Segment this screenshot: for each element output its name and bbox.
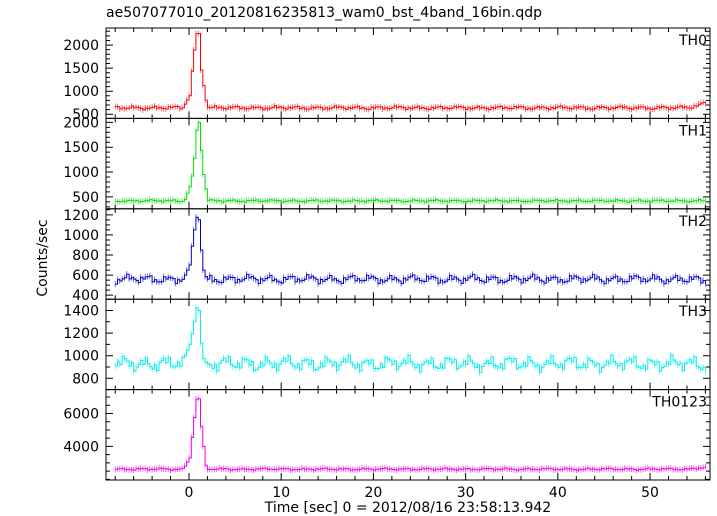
y-tick-label: 1000 <box>63 84 99 100</box>
y-tick-label: 4000 <box>63 439 99 455</box>
panel-label: TH1 <box>678 123 707 139</box>
x-tick-label: 20 <box>365 485 383 501</box>
x-tick-label: 40 <box>549 485 567 501</box>
tick-marks <box>106 389 710 480</box>
panel-label: TH3 <box>678 304 707 320</box>
panel-label: TH0 <box>678 33 707 49</box>
series-th0 <box>115 33 706 111</box>
y-tick-label: 800 <box>72 248 99 264</box>
x-tick-label: 10 <box>272 485 290 501</box>
series-th3 <box>115 307 706 373</box>
error-bars-th0 <box>114 30 706 113</box>
panel-frame <box>105 208 711 300</box>
panel-label: TH0123 <box>651 395 707 411</box>
panel-label: TH2 <box>678 214 707 230</box>
x-axis-label: Time [sec] 0 = 2012/08/16 23:58:13.942 <box>264 500 551 516</box>
panel-frame <box>105 298 711 391</box>
series-th0123 <box>115 398 706 471</box>
y-tick-label: 400 <box>72 288 99 304</box>
y-tick-label: 1200 <box>63 326 99 342</box>
chart-title: ae507077010_20120816235813_wam0_bst_4ban… <box>106 5 542 21</box>
y-tick-label: 1500 <box>63 140 99 156</box>
error-bars-th1 <box>114 119 706 206</box>
panel-th3: 800 1000 1200 1400 TH3 <box>63 298 711 391</box>
panel-th0: 500 1000 1500 2000 TH0 <box>63 27 711 123</box>
y-tick-label: 1200 <box>63 208 99 224</box>
panels: 500 1000 1500 2000 TH0 500 1000 1500 2000 TH1 400 6… <box>63 27 711 481</box>
y-tick-label: 1000 <box>63 349 99 365</box>
error-bars-th3 <box>114 304 706 376</box>
y-tick-label: 1000 <box>63 228 99 244</box>
panel-th2: 400 600 800 1000 1200 TH2 <box>63 208 711 304</box>
y-tick-label: 1400 <box>63 304 99 320</box>
tick-marks <box>106 28 710 119</box>
y-tick-label: 2000 <box>63 115 99 131</box>
y-tick-label: 1500 <box>63 61 99 77</box>
panel-frame <box>105 389 711 481</box>
error-bars-th0123 <box>114 395 706 474</box>
panel-th0123: 4000 6000 TH0123 <box>63 389 711 481</box>
x-axis-labels: 0 10 20 30 40 50 <box>185 485 659 501</box>
tick-marks <box>106 298 710 391</box>
tick-marks <box>106 208 710 300</box>
y-tick-label: 500 <box>72 107 99 123</box>
y-tick-label: 600 <box>72 268 99 284</box>
panel-frame <box>105 117 711 210</box>
x-tick-label: 0 <box>185 485 194 501</box>
panel-th1: 500 1000 1500 2000 TH1 <box>63 115 711 210</box>
y-axis-label: Counts/sec <box>35 219 51 296</box>
series-th1 <box>115 121 706 203</box>
y-tick-label: 500 <box>72 190 99 206</box>
y-tick-label: 2000 <box>63 38 99 54</box>
tick-marks <box>106 118 710 209</box>
x-tick-label: 50 <box>641 485 659 501</box>
x-tick-label: 30 <box>457 485 475 501</box>
y-tick-label: 800 <box>72 371 99 387</box>
y-tick-label: 6000 <box>63 406 99 422</box>
y-tick-label: 1000 <box>63 165 99 181</box>
error-bars-th2 <box>114 214 706 288</box>
